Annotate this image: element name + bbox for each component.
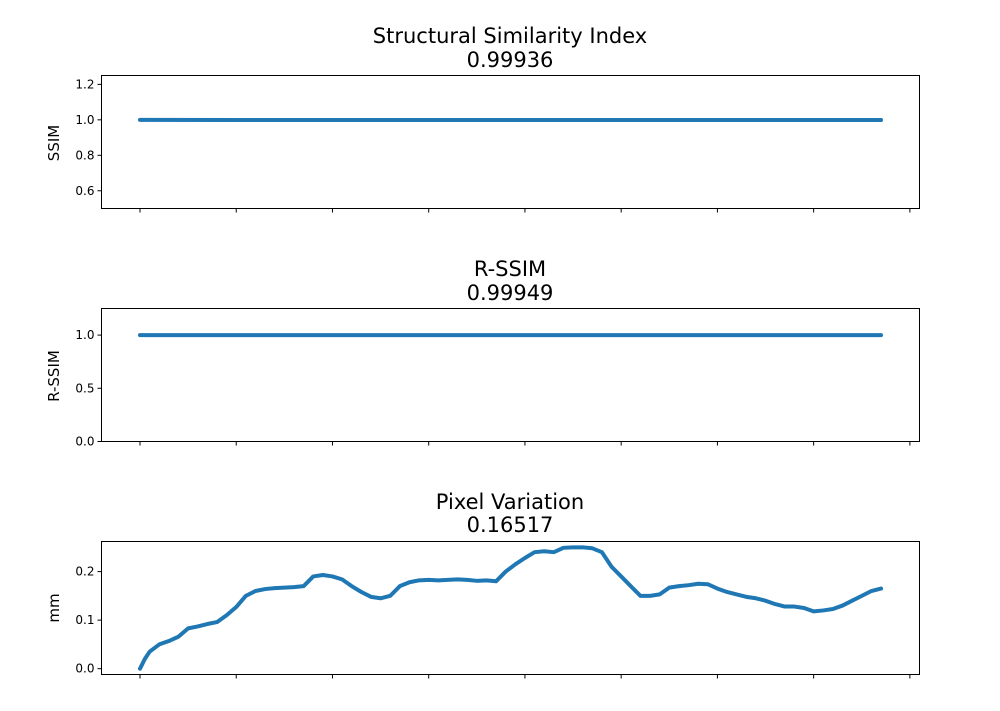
pixel-variation-ytick-label: 0.2 [75,565,94,579]
pixel-variation-chart-title: Pixel Variation [436,490,584,514]
ssim-ytick-label: 0.8 [75,148,94,162]
pixel-variation-chart-subtitle: 0.16517 [467,513,554,537]
r-ssim-plot-frame [101,308,920,442]
pixel-variation-ytick-label: 0.0 [75,662,94,676]
pixel-variation-y-axis-label: mm [45,593,63,622]
pixel-variation-ytick-label: 0.1 [75,613,94,627]
pixel-variation-series-line [137,545,884,671]
r-ssim-y-axis-label: R-SSIM [45,350,63,402]
ssim-ytick-label: 1.2 [75,77,94,91]
ssim-chart-title: Structural Similarity Index [373,24,647,48]
ssim-panel: Structural Similarity Index 0.99936 SSIM… [45,24,920,213]
pixel-variation-panel: Pixel Variation 0.16517 mm 0.0 0.1 0.2 [45,490,920,679]
ssim-y-axis-label: SSIM [45,125,63,161]
r-ssim-ytick-label: 0.0 [75,435,94,449]
ssim-ytick-label: 0.6 [75,184,94,198]
r-ssim-ytick-label: 0.5 [75,381,94,395]
pixel-variation-plot-frame [101,541,920,675]
r-ssim-chart-subtitle: 0.99949 [467,281,554,305]
ssim-chart-subtitle: 0.99936 [467,48,554,72]
ssim-ytick-label: 1.0 [75,113,94,127]
r-ssim-ytick-label: 1.0 [75,328,94,342]
ssim-plot-frame [101,75,920,209]
r-ssim-panel: R-SSIM 0.99949 R-SSIM 0.0 0.5 1.0 [45,257,920,449]
r-ssim-chart-title: R-SSIM [474,257,546,281]
